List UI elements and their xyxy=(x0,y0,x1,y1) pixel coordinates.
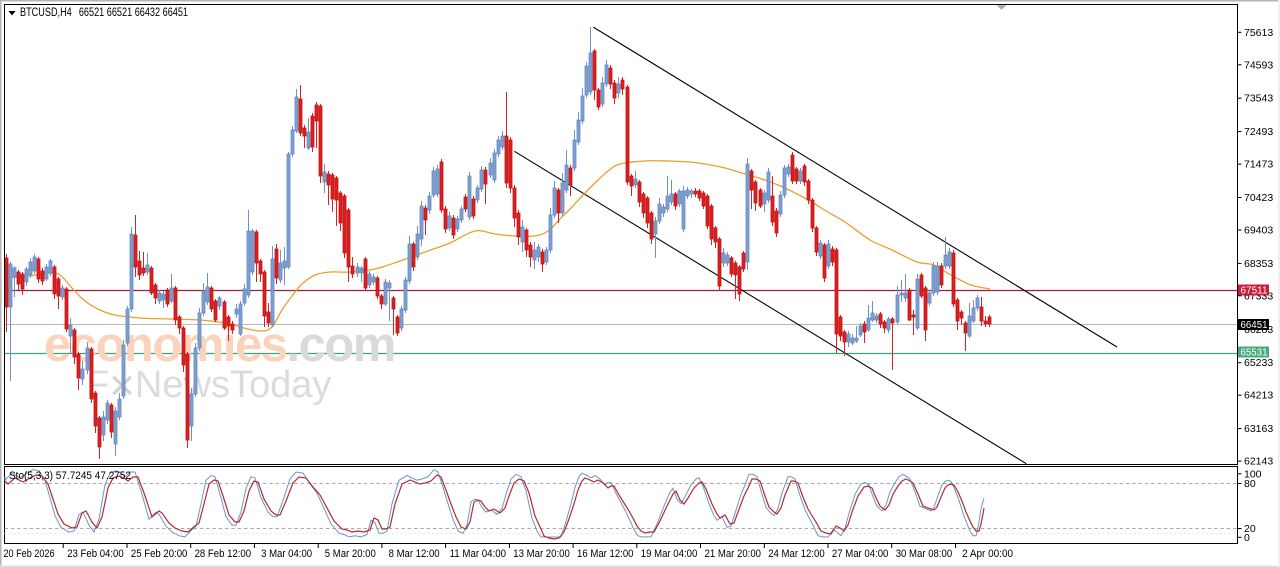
svg-text:20: 20 xyxy=(1244,523,1256,535)
svg-text:24 Mar 12:00: 24 Mar 12:00 xyxy=(768,548,825,560)
svg-text:65233: 65233 xyxy=(1244,357,1273,369)
svg-text:21 Mar 20:00: 21 Mar 20:00 xyxy=(705,548,762,560)
svg-text:70423: 70423 xyxy=(1244,192,1273,204)
svg-text:Sto(5,3,3) 57.7245 47.2752: Sto(5,3,3) 57.7245 47.2752 xyxy=(9,470,131,482)
svg-text:F×NewsToday: F×NewsToday xyxy=(86,361,331,410)
svg-text:62143: 62143 xyxy=(1244,456,1273,468)
svg-text:3 Mar 04:00: 3 Mar 04:00 xyxy=(261,548,312,560)
svg-text:13 Mar 20:00: 13 Mar 20:00 xyxy=(513,548,570,560)
svg-text:71473: 71473 xyxy=(1244,159,1273,171)
svg-text:20 Feb 2026: 20 Feb 2026 xyxy=(4,548,55,560)
svg-text:74593: 74593 xyxy=(1244,59,1273,71)
svg-text:80: 80 xyxy=(1244,478,1256,490)
svg-text:19 Mar 04:00: 19 Mar 04:00 xyxy=(641,548,698,560)
svg-text:23 Feb 04:00: 23 Feb 04:00 xyxy=(67,548,124,560)
svg-text:73543: 73543 xyxy=(1244,93,1273,105)
svg-text:11 Mar 04:00: 11 Mar 04:00 xyxy=(450,548,507,560)
svg-text:30 Mar 08:00: 30 Mar 08:00 xyxy=(896,548,953,560)
svg-text:5 Mar 20:00: 5 Mar 20:00 xyxy=(325,548,376,560)
svg-text:28 Feb 12:00: 28 Feb 12:00 xyxy=(195,548,252,560)
svg-text:75613: 75613 xyxy=(1244,27,1273,39)
svg-text:63163: 63163 xyxy=(1244,423,1273,435)
svg-text:0: 0 xyxy=(1244,532,1250,544)
svg-text:economies.com: economies.com xyxy=(44,318,395,372)
svg-text:72493: 72493 xyxy=(1244,126,1273,138)
svg-text:65531: 65531 xyxy=(1241,348,1268,359)
svg-text:25 Feb 20:00: 25 Feb 20:00 xyxy=(131,548,188,560)
svg-text:BTCUSD,H4 66521 66521 66432 6: BTCUSD,H4 66521 66521 66432 66451 xyxy=(20,7,188,19)
svg-text:66451: 66451 xyxy=(1241,320,1268,331)
svg-text:69403: 69403 xyxy=(1244,225,1273,237)
svg-text:8 Mar 12:00: 8 Mar 12:00 xyxy=(389,548,440,560)
svg-text:16 Mar 12:00: 16 Mar 12:00 xyxy=(577,548,634,560)
svg-text:67511: 67511 xyxy=(1241,286,1268,297)
svg-text:68353: 68353 xyxy=(1244,258,1273,270)
svg-text:100: 100 xyxy=(1244,468,1262,480)
svg-text:64213: 64213 xyxy=(1244,390,1273,402)
svg-text:2 Apr 00:00: 2 Apr 00:00 xyxy=(962,548,1013,560)
svg-text:27 Mar 04:00: 27 Mar 04:00 xyxy=(832,548,889,560)
